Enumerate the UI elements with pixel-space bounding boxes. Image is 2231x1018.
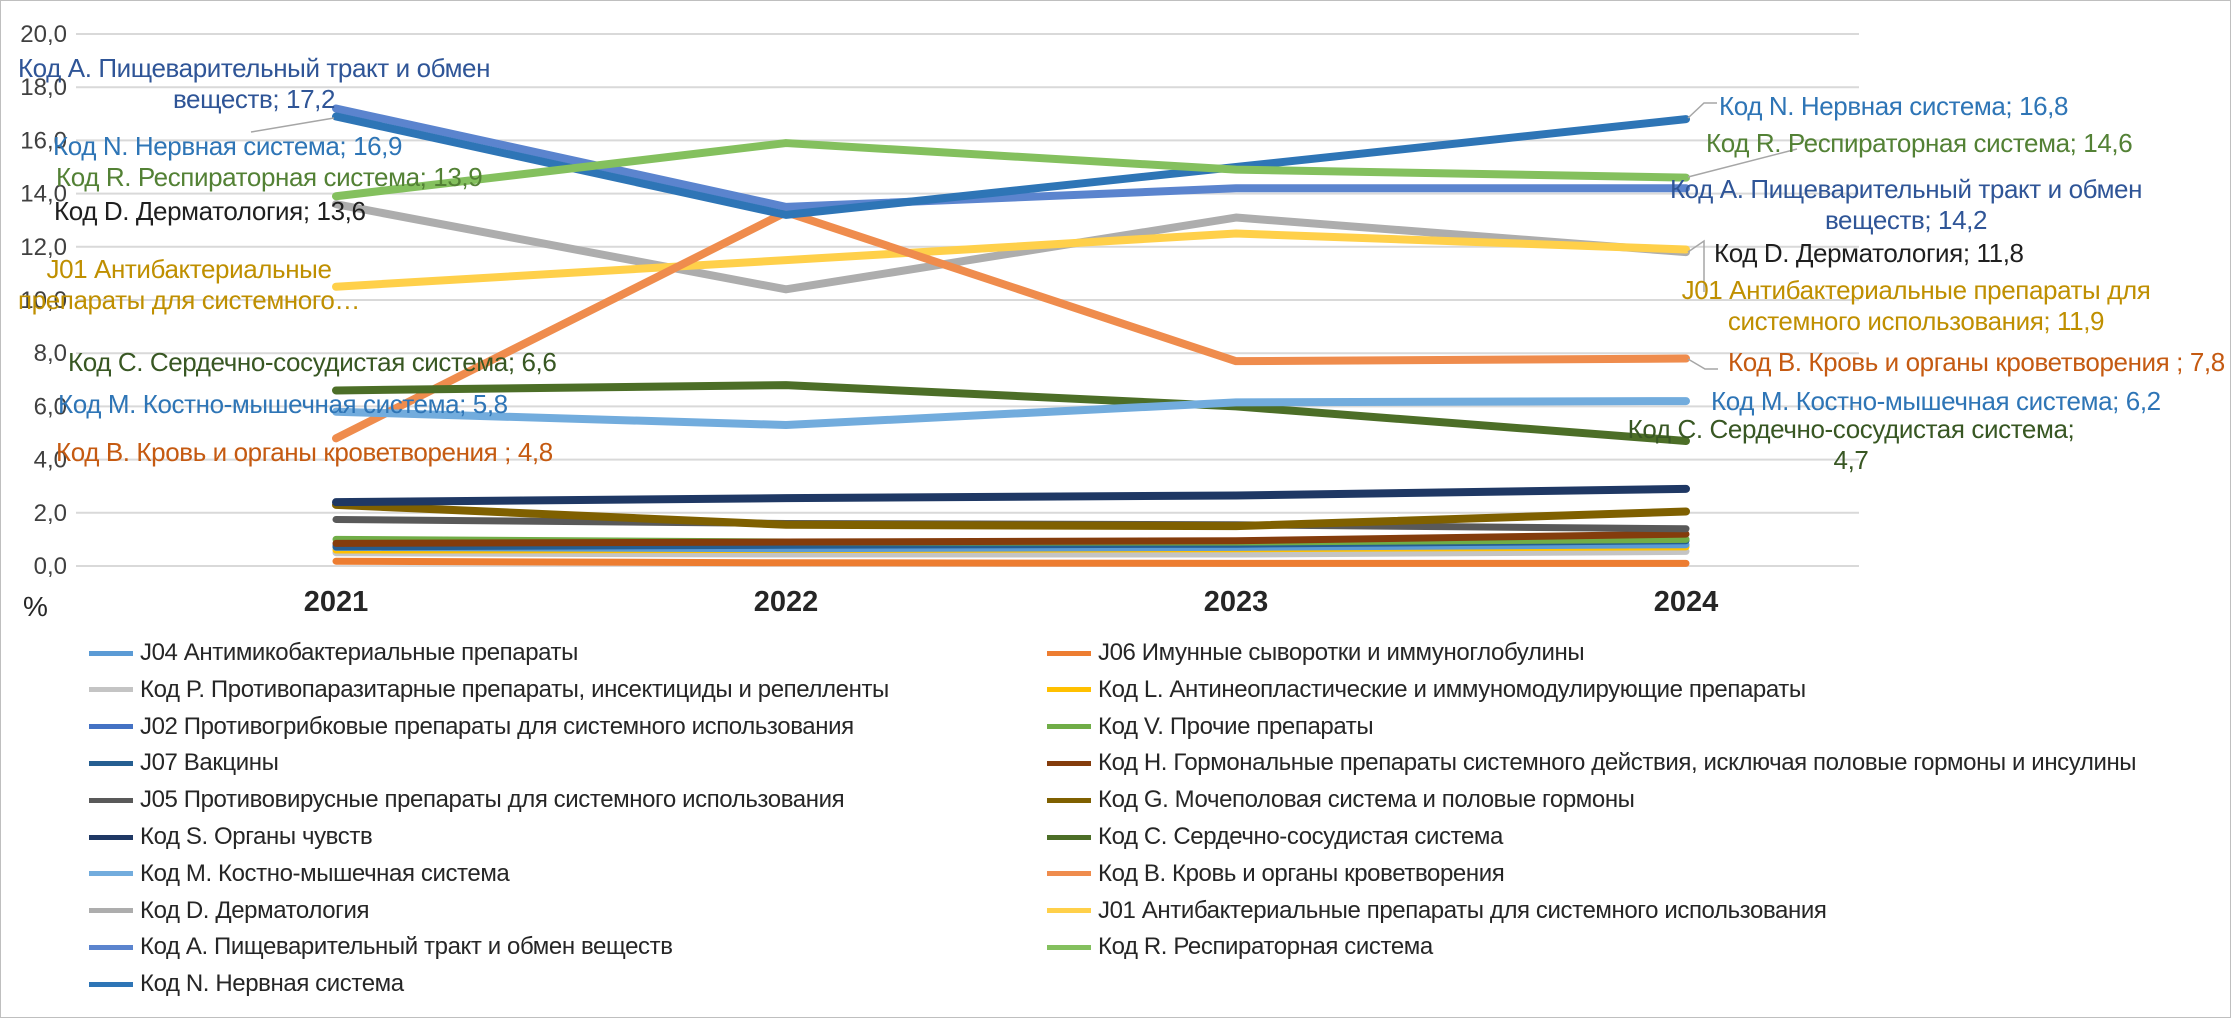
legend-swatch-line xyxy=(89,687,133,693)
legend-label: Код M. Костно-мышечная система xyxy=(140,859,510,887)
legend-label: Код L. Антинеопластические и иммуномодул… xyxy=(1098,675,1806,703)
series-line xyxy=(332,200,1690,294)
legend-label: Код S. Органы чувств xyxy=(140,823,373,850)
legend-label: J05 Противовирусные препараты для систем… xyxy=(140,786,845,814)
leader-line xyxy=(1687,148,1798,178)
legend-swatch-line xyxy=(1047,650,1091,656)
y-tick-label: 10,0 xyxy=(20,287,67,314)
legend-item: Код A. Пищеварительный тракт и обмен вещ… xyxy=(89,933,673,961)
legend-label: J01 Антибактериальные препараты для сист… xyxy=(1098,896,1827,924)
series-line xyxy=(332,104,1690,211)
x-axis-label: 2023 xyxy=(1204,586,1269,618)
y-tick-label: 8,0 xyxy=(34,340,67,367)
series-line xyxy=(332,397,1690,430)
legend-item: Код P. Противопаразитарные препараты, ин… xyxy=(89,676,889,704)
legend-swatch-line xyxy=(89,908,133,914)
series-line xyxy=(332,208,1690,443)
legend-label: Код H. Гормональные препараты системного… xyxy=(1098,749,2137,777)
legend-item: J02 Противогрибковые препараты для систе… xyxy=(89,713,854,741)
y-tick-label: 12,0 xyxy=(20,234,67,261)
leader-line xyxy=(1687,239,1705,292)
legend-label: Код G. Мочеполовая система и половые гор… xyxy=(1098,786,1635,814)
y-tick-label: 14,0 xyxy=(20,181,67,208)
legend-swatch-line xyxy=(89,944,133,950)
legend-swatch-line xyxy=(89,760,133,766)
legend-label: Код N. Нервная система xyxy=(140,970,404,998)
legend-item: Код R. Респираторная система xyxy=(1047,933,1433,961)
x-axis-label: 2022 xyxy=(754,586,819,618)
legend-label: Код V. Прочие препараты xyxy=(1098,712,1374,740)
legend-swatch-line xyxy=(1047,908,1091,914)
legend-swatch-line xyxy=(1047,724,1091,730)
legend-label: J04 Антимикобактериальные препараты xyxy=(140,639,579,666)
legend-swatch-line xyxy=(89,797,133,803)
legend-label: J07 Вакцины xyxy=(140,749,279,777)
legend-swatch-line xyxy=(89,724,133,730)
legend-label: Код C. Сердечно-сосудистая система xyxy=(1098,823,1503,850)
legend-label: J06 Имунные сыворотки и иммуноглобулины xyxy=(1098,639,1585,666)
legend-item: Код S. Органы чувств xyxy=(89,823,373,851)
y-tick-label: 18,0 xyxy=(20,74,67,101)
series-line xyxy=(332,484,1690,507)
legend-item: J07 Вакцины xyxy=(89,749,279,777)
legend-item: J06 Имунные сыворотки и иммуноглобулины xyxy=(1047,639,1585,667)
legend-item: Код D. Дерматология xyxy=(89,896,370,925)
legend-swatch-line xyxy=(89,834,133,840)
leader-line xyxy=(1687,358,1718,370)
legend-item: Код N. Нервная система xyxy=(89,970,404,998)
series-line xyxy=(332,229,1690,291)
legend-item: J05 Противовирусные препараты для систем… xyxy=(89,786,845,814)
legend-item: J04 Антимикобактериальные препараты xyxy=(89,639,578,667)
legend-swatch-line xyxy=(89,650,133,656)
legend-swatch-line xyxy=(1047,834,1091,840)
series-line xyxy=(332,557,1690,567)
legend-item: J01 Антибактериальные препараты для сист… xyxy=(1047,896,1827,925)
legend-swatch-line xyxy=(1047,797,1091,803)
legend-swatch-line xyxy=(1047,760,1091,766)
legend-swatch-line xyxy=(1047,944,1091,950)
legend-item: Код B. Кровь и органы кроветворения xyxy=(1047,859,1505,888)
series-line xyxy=(332,530,1690,547)
series-line xyxy=(332,547,1690,558)
legend-item: Код G. Мочеполовая система и половые гор… xyxy=(1047,786,1635,814)
series-line xyxy=(332,139,1690,201)
legend-item: Код L. Антинеопластические и иммуномодул… xyxy=(1047,676,1806,704)
leader-line xyxy=(250,117,335,133)
y-tick-label: 20,0 xyxy=(20,21,67,48)
legend-swatch-line xyxy=(89,871,133,877)
legend-swatch-line xyxy=(89,981,133,987)
legend-label: Код B. Кровь и органы кроветворения xyxy=(1098,859,1505,887)
legend-label: Код D. Дерматология xyxy=(140,896,370,924)
legend-item: Код M. Костно-мышечная система xyxy=(89,859,510,888)
x-axis-label: 2024 xyxy=(1654,586,1719,618)
legend-item: Код H. Гормональные препараты системного… xyxy=(1047,749,2137,777)
leader-line xyxy=(1687,102,1717,119)
legend-item: Код C. Сердечно-сосудистая система xyxy=(1047,823,1503,851)
y-tick-label: 2,0 xyxy=(34,500,67,527)
legend-swatch-line xyxy=(1047,871,1091,877)
y-tick-label: 16,0 xyxy=(20,127,67,154)
legend-item: Код V. Прочие препараты xyxy=(1047,712,1374,741)
series-line xyxy=(332,500,1690,531)
series-line xyxy=(332,381,1690,445)
y-tick-label: 4,0 xyxy=(34,447,67,474)
legend-swatch-line xyxy=(1047,687,1091,693)
legend-label: Код R. Респираторная система xyxy=(1098,933,1433,961)
line-chart-canvas: 20,0 18,0 16,0 14,0 12,0 10,0 8,0 6,0 4,0 2,0 0,0 2… xyxy=(20,21,1859,618)
legend-label: Код P. Противопаразитарные препараты, ин… xyxy=(140,675,889,703)
y-tick-label: 0,0 xyxy=(34,553,67,580)
y-axis-unit-label: % xyxy=(23,591,48,622)
y-tick-label: 6,0 xyxy=(34,393,67,420)
legend-label: J02 Противогрибковые препараты для систе… xyxy=(140,712,854,740)
legend-label: Код A. Пищеварительный тракт и обмен вещ… xyxy=(140,933,673,961)
x-axis-label: 2021 xyxy=(304,586,369,618)
